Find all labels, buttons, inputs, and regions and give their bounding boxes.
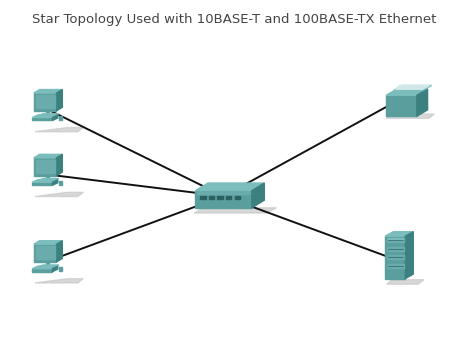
Text: Star Topology Used with 10BASE-T and 100BASE-TX Ethernet: Star Topology Used with 10BASE-T and 100… (32, 13, 437, 26)
Polygon shape (53, 266, 58, 272)
Polygon shape (38, 114, 59, 116)
Polygon shape (387, 280, 424, 284)
Bar (46, 262, 49, 267)
Bar (385, 236, 405, 279)
Polygon shape (32, 269, 53, 272)
Polygon shape (405, 232, 413, 279)
Bar (34, 93, 56, 111)
Polygon shape (56, 90, 62, 111)
Bar (34, 244, 56, 262)
Bar (35, 95, 54, 108)
Polygon shape (396, 85, 430, 89)
Polygon shape (35, 127, 83, 132)
Bar (34, 158, 56, 176)
Polygon shape (35, 279, 83, 283)
Bar (46, 176, 49, 180)
Polygon shape (32, 115, 58, 117)
Bar (197, 192, 250, 194)
Polygon shape (32, 266, 58, 269)
Polygon shape (38, 179, 59, 180)
Bar (38, 116, 54, 117)
Polygon shape (386, 89, 428, 95)
Polygon shape (34, 90, 62, 93)
Polygon shape (38, 265, 59, 267)
Polygon shape (32, 180, 58, 182)
Bar (195, 191, 252, 208)
Polygon shape (386, 114, 434, 118)
Bar (387, 238, 403, 242)
Bar (59, 181, 62, 185)
Bar (38, 267, 54, 269)
Polygon shape (195, 183, 264, 191)
Polygon shape (56, 241, 62, 262)
Bar (46, 111, 49, 116)
Bar (386, 95, 417, 116)
Bar (387, 247, 403, 251)
Polygon shape (34, 241, 62, 244)
Bar (388, 238, 403, 240)
Polygon shape (53, 115, 58, 121)
Polygon shape (32, 182, 53, 185)
Bar (387, 264, 403, 268)
Bar (387, 255, 403, 260)
Bar (38, 180, 54, 182)
Polygon shape (194, 208, 277, 213)
Bar (235, 195, 240, 199)
Bar (200, 195, 206, 199)
Polygon shape (417, 89, 428, 116)
Polygon shape (56, 154, 62, 176)
Bar (59, 116, 62, 120)
Bar (35, 247, 54, 259)
Bar (209, 195, 214, 199)
Bar (35, 160, 54, 173)
Polygon shape (385, 232, 413, 236)
Polygon shape (35, 192, 83, 197)
Polygon shape (394, 85, 431, 90)
Polygon shape (32, 117, 53, 121)
Bar (226, 195, 231, 199)
Polygon shape (252, 183, 264, 208)
Polygon shape (34, 154, 62, 158)
Bar (217, 195, 223, 199)
Bar (59, 267, 62, 271)
Polygon shape (53, 180, 58, 185)
